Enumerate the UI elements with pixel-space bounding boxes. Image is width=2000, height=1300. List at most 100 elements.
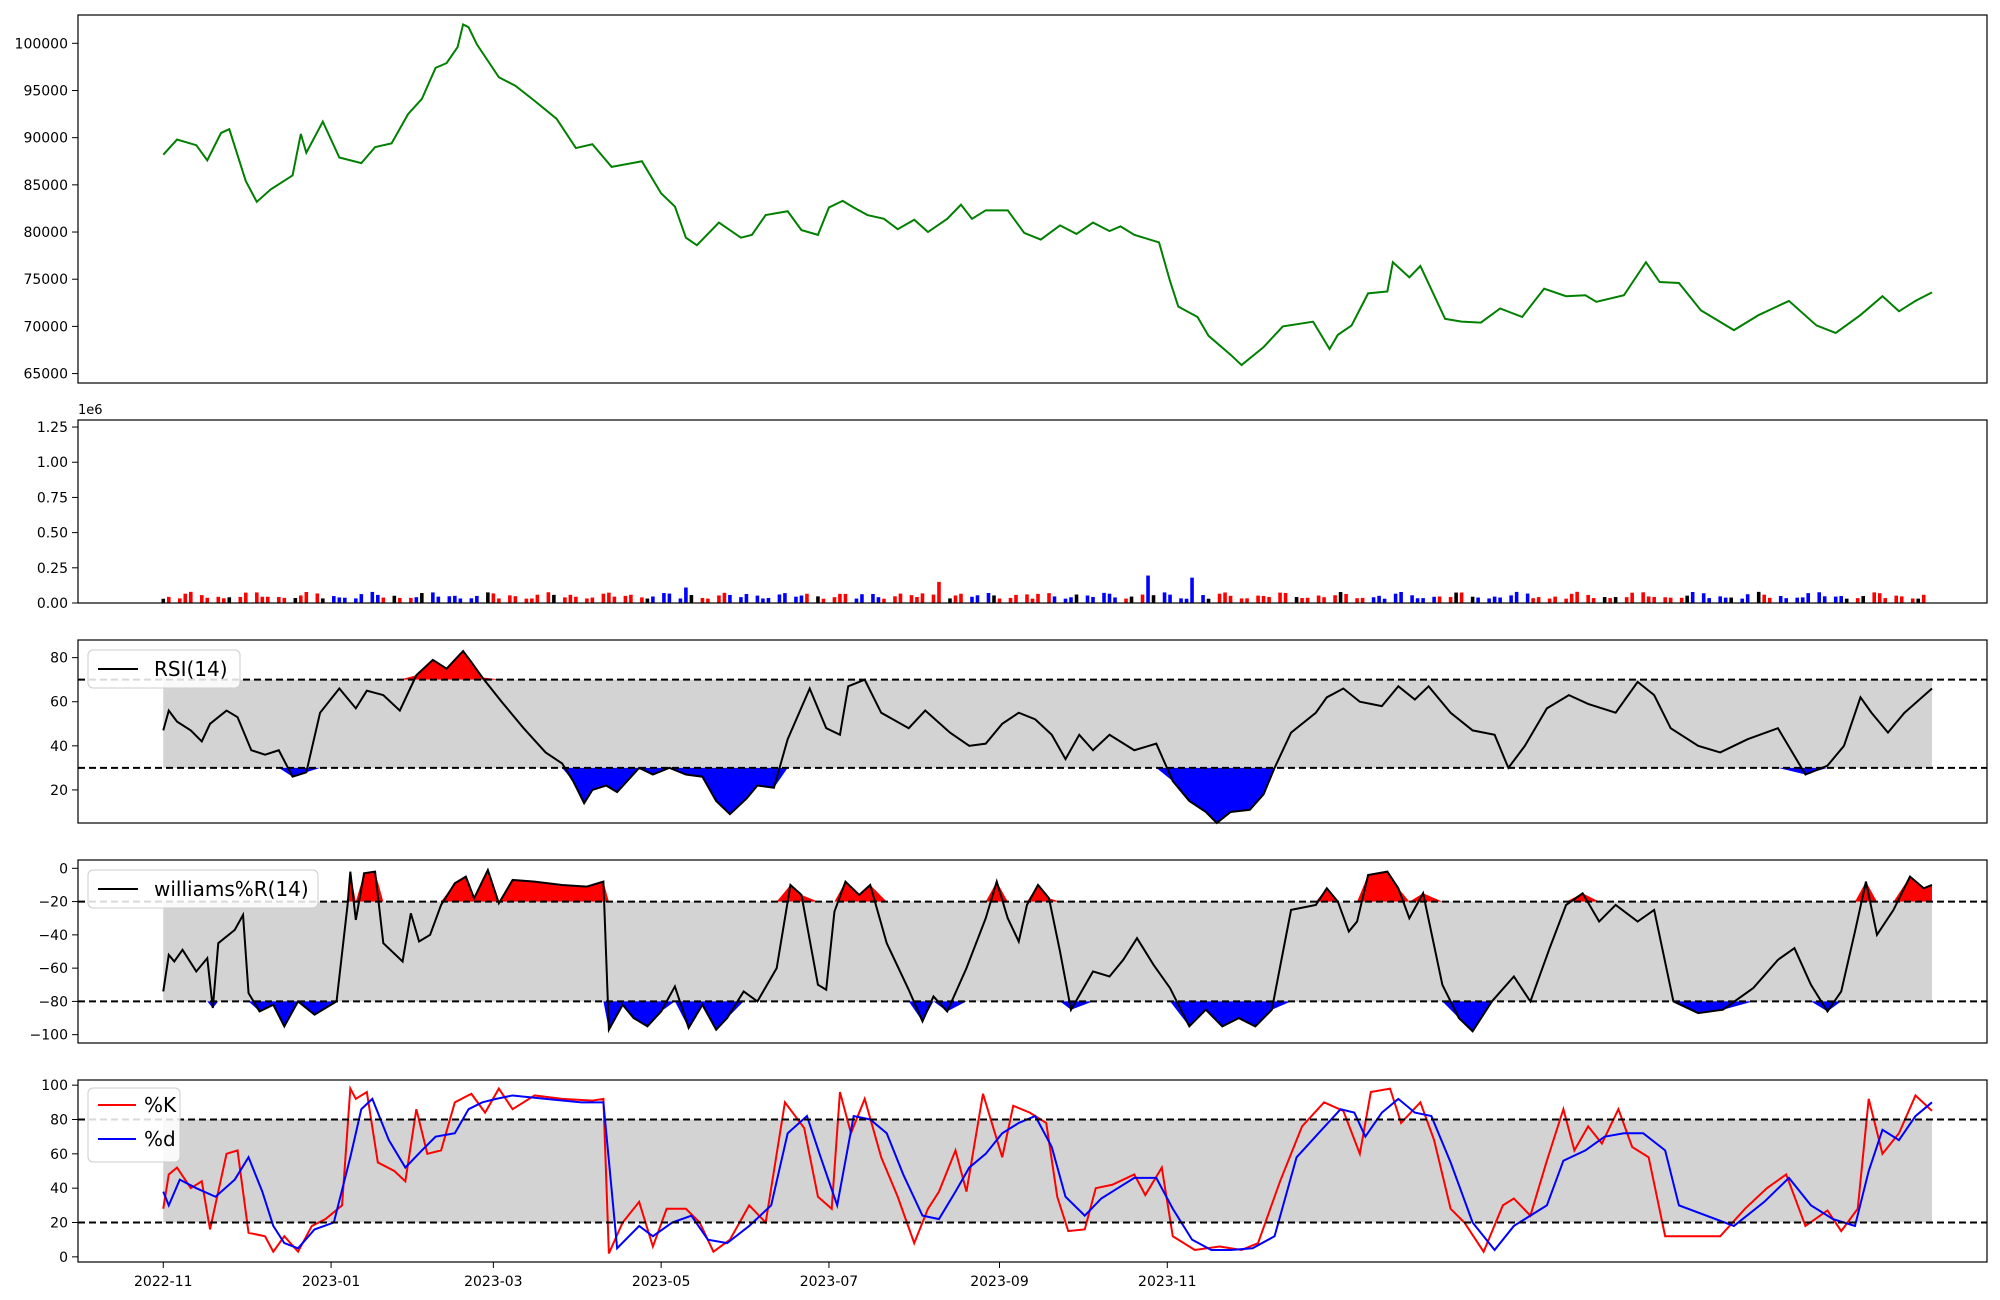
volume-bar (1294, 597, 1299, 603)
volume-bar (205, 597, 210, 603)
volume-bar (1069, 597, 1073, 603)
volume-bar (475, 595, 479, 603)
volume-bar (1091, 596, 1095, 603)
volume-bar (1487, 598, 1491, 603)
volume-bar (188, 591, 193, 603)
volume-bar (1745, 594, 1750, 603)
volume-bar (315, 593, 320, 603)
volume-bar (530, 598, 534, 603)
volume-bar (431, 592, 435, 603)
williams-ytick-label: −20 (38, 895, 68, 911)
volume-bar (1740, 598, 1744, 603)
rsi-legend-box (87, 649, 241, 689)
volume-bar (1223, 592, 1227, 603)
volume-bar (783, 593, 787, 603)
volume-bar (1668, 597, 1673, 603)
williams-ytick-label: −60 (38, 961, 68, 977)
stochastic-ytick-label: 40 (50, 1181, 68, 1197)
volume-bar (1685, 595, 1689, 603)
volume-bar (1800, 597, 1805, 603)
volume-bar (1448, 597, 1453, 603)
volume-bar (1239, 598, 1244, 603)
volume-bar (1498, 597, 1502, 603)
rsi-oversold-fill (163, 767, 1932, 823)
volume-bar (166, 596, 171, 603)
volume-bar (222, 598, 226, 603)
volume-bar (816, 596, 820, 603)
volume-bar (513, 596, 518, 603)
stochastic-frame (77, 1079, 1988, 1263)
volume-bar (1509, 595, 1513, 603)
stochastic-legend-box (87, 1087, 181, 1163)
volume-bar (860, 594, 864, 603)
volume-bar (948, 598, 952, 603)
volume-bar (1514, 591, 1519, 603)
volume-bar (744, 594, 749, 603)
volume-bar (1217, 593, 1222, 603)
volume-bar (1569, 593, 1574, 603)
volume-bar (1124, 598, 1128, 603)
volume-bar (1602, 597, 1607, 603)
volume-bar (1300, 598, 1304, 603)
volume-bar (909, 595, 914, 603)
volume-bar (1652, 597, 1656, 603)
volume-bar (535, 594, 540, 603)
volume-bar (1278, 592, 1282, 603)
volume-bar (299, 595, 303, 603)
price-ytick-label: 70000 (23, 319, 68, 335)
volume-bar (1921, 594, 1926, 603)
volume-bar (1162, 592, 1167, 603)
volume-bar (959, 593, 963, 603)
volume-bar (1575, 591, 1579, 603)
volume-bar (629, 594, 633, 603)
volume-bar (799, 595, 804, 603)
x-tick-label: 2023-11 (1138, 1274, 1197, 1290)
volume-bar (161, 598, 166, 603)
volume-bar (1729, 597, 1733, 603)
volume-bar (260, 596, 265, 603)
williams-band-fill (163, 901, 1932, 1002)
volume-bar (1267, 596, 1271, 603)
volume-bar (1399, 592, 1403, 603)
volume-bar (1421, 598, 1425, 603)
volume-bar (183, 593, 188, 603)
volume-bar (1052, 596, 1057, 603)
volume-bar (1723, 597, 1728, 603)
volume-bar (469, 598, 474, 603)
volume-bar (1795, 597, 1799, 603)
volume-bar (1344, 593, 1348, 603)
volume-frame (77, 419, 1988, 604)
volume-bar (1382, 598, 1387, 603)
volume-bar (332, 596, 336, 603)
volume-bar (1630, 592, 1634, 603)
volume-bar (920, 593, 925, 603)
volume-bar (992, 595, 996, 603)
volume-ytick-label: 0.00 (37, 596, 68, 612)
rsi-ytick-label: 80 (50, 651, 68, 667)
volume-bar (1036, 593, 1040, 603)
volume-bar (552, 594, 556, 603)
volume-bar (970, 596, 974, 603)
volume-bar (739, 597, 743, 603)
volume-bar (678, 598, 683, 603)
volume-bar (1690, 592, 1695, 603)
volume-bar (1190, 577, 1194, 603)
volume-bar (1360, 597, 1365, 603)
volume-bar (854, 598, 859, 603)
volume-bar (420, 593, 424, 603)
volume-bar (1432, 596, 1436, 603)
volume-bar (1624, 597, 1629, 603)
volume-bar (805, 593, 809, 603)
stochastic-ytick-label: 100 (41, 1078, 68, 1094)
volume-bar (882, 598, 886, 603)
price-ytick-label: 85000 (23, 178, 68, 194)
rsi-legend-label: RSI(14) (154, 657, 228, 681)
volume-bar (755, 595, 760, 603)
volume-bar (1899, 596, 1904, 603)
volume-bar (453, 595, 457, 603)
volume-bar (585, 598, 589, 603)
volume-bar (1355, 598, 1359, 603)
williams-frame (77, 859, 1988, 1044)
volume-bar (497, 598, 501, 603)
volume-bar (876, 597, 881, 603)
